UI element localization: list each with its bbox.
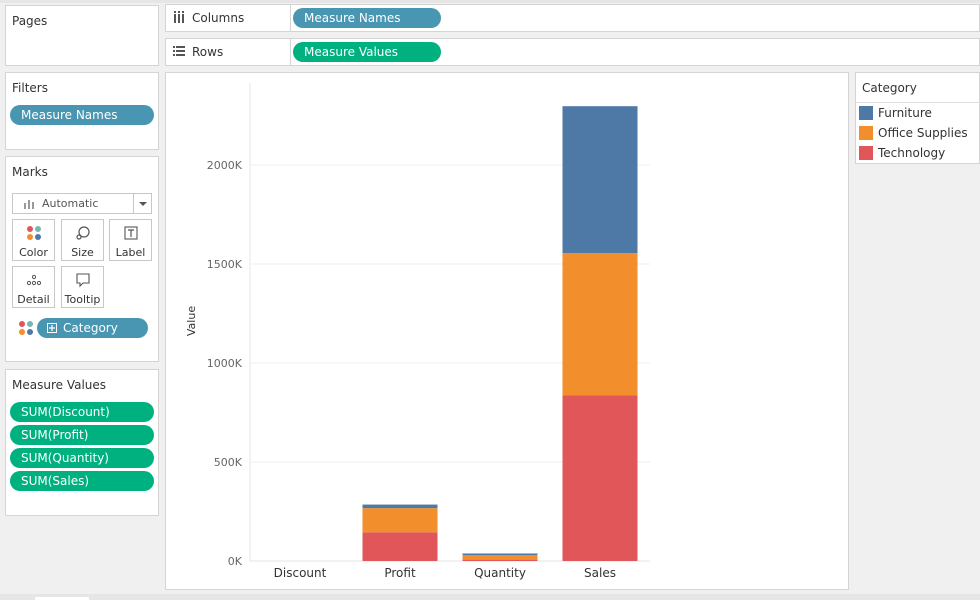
bar-segment[interactable] [562, 253, 638, 396]
detail-button[interactable]: Detail [12, 266, 55, 308]
y-tick-label: 1000K [207, 357, 243, 370]
legend-swatch [859, 126, 873, 140]
y-tick-label: 0K [228, 555, 243, 568]
rows-pill-measure-values[interactable]: Measure Values [293, 42, 441, 62]
columns-label: Columns [192, 11, 245, 25]
bar-segment[interactable] [362, 532, 438, 561]
measure-values-card: Measure Values SUM(Discount) SUM(Profit)… [5, 369, 159, 516]
tooltip-button-label: Tooltip [64, 293, 101, 306]
x-tick-label: Quantity [474, 566, 526, 580]
rows-shelf-label: Rows [166, 39, 291, 65]
detail-button-label: Detail [17, 293, 50, 306]
chevron-down-icon [133, 194, 151, 213]
pages-card: Pages [5, 5, 159, 66]
rows-label: Rows [192, 45, 224, 59]
legend-swatch [859, 146, 873, 160]
legend-swatch [859, 106, 873, 120]
legend-label: Furniture [878, 106, 932, 120]
bar-segment[interactable] [462, 559, 538, 561]
y-tick-label: 1500K [207, 258, 243, 271]
bar-segment[interactable] [562, 106, 638, 254]
top-edge [0, 0, 980, 3]
mark-type-dropdown[interactable]: Automatic [12, 193, 152, 214]
rows-icon [173, 45, 185, 60]
tooltip-icon [62, 272, 103, 291]
marks-card: Marks Automatic Color Size Label Detail [5, 156, 159, 362]
pages-title: Pages [12, 14, 48, 28]
bar-chart: 0K 500K 1000K 1500K 2000K Discount Profit Quan… [185, 83, 650, 580]
tooltip-button[interactable]: Tooltip [61, 266, 104, 308]
detail-dots-icon [13, 272, 54, 291]
legend-label: Technology [878, 146, 946, 160]
legend-card: Category Furniture Office Supplies Techn… [855, 72, 980, 164]
y-tick-label: 500K [214, 456, 243, 469]
color-dots-icon [13, 225, 54, 244]
text-label-icon [110, 225, 151, 244]
columns-shelf-label: Columns [166, 5, 291, 31]
color-button-label: Color [19, 246, 48, 259]
y-axis-title: Value [185, 306, 198, 336]
color-button[interactable]: Color [12, 219, 55, 261]
sheet-tab[interactable] [35, 597, 89, 600]
color-field-pill[interactable]: Category [37, 318, 148, 338]
bar-segment[interactable] [462, 555, 538, 560]
mark-type-value: Automatic [42, 197, 99, 210]
measure-pill-sales[interactable]: SUM(Sales) [10, 471, 154, 491]
measure-pill-discount[interactable]: SUM(Discount) [10, 402, 154, 422]
size-button-label: Size [71, 246, 94, 259]
bar-segment[interactable] [462, 553, 538, 556]
measure-pill-profit[interactable]: SUM(Profit) [10, 425, 154, 445]
color-encoding-icon [18, 320, 34, 339]
bar-segment[interactable] [362, 508, 438, 533]
legend-label: Office Supplies [878, 126, 968, 140]
bar-chart-icon [24, 198, 35, 212]
size-button[interactable]: Size [61, 219, 104, 261]
measure-values-title: Measure Values [12, 378, 107, 392]
filters-title: Filters [12, 81, 48, 95]
y-tick-label: 2000K [207, 159, 243, 172]
columns-pill-measure-names[interactable]: Measure Names [293, 8, 441, 28]
color-field-label: Category [63, 321, 118, 335]
label-button[interactable]: Label [109, 219, 152, 261]
x-tick-label: Sales [584, 566, 616, 580]
filter-pill-measure-names[interactable]: Measure Names [10, 105, 154, 125]
sheet-tab-strip [0, 594, 980, 600]
columns-icon [173, 11, 185, 26]
legend-title: Category [862, 81, 917, 95]
marks-title: Marks [12, 165, 48, 179]
columns-shelf[interactable]: Columns Measure Names [165, 4, 980, 32]
chart-view: 0K 500K 1000K 1500K 2000K Discount Profit Quan… [165, 72, 849, 590]
bar-segment[interactable] [362, 504, 438, 509]
expand-plus-icon [47, 323, 57, 333]
size-icon [62, 225, 103, 244]
measure-pill-quantity[interactable]: SUM(Quantity) [10, 448, 154, 468]
label-button-label: Label [115, 246, 146, 259]
x-tick-label: Profit [384, 566, 416, 580]
filters-card: Filters Measure Names [5, 72, 159, 150]
bar-segment[interactable] [562, 395, 638, 561]
x-tick-label: Discount [274, 566, 327, 580]
rows-shelf[interactable]: Rows Measure Values [165, 38, 980, 66]
